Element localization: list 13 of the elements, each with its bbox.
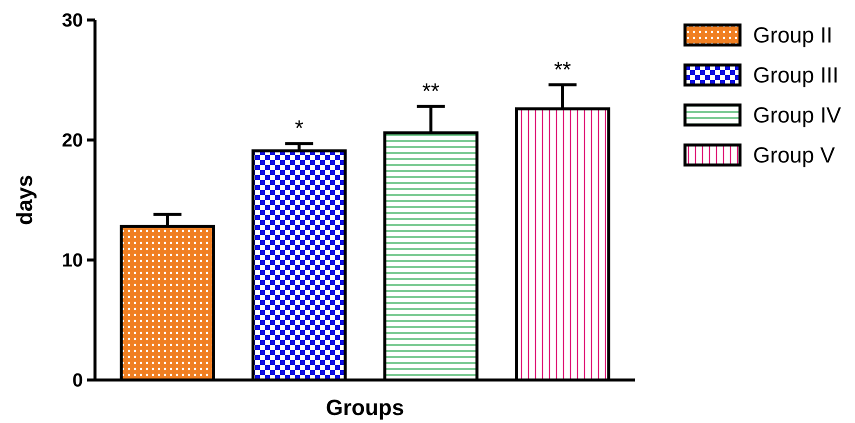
legend-label: Group IV [753,102,842,128]
x-axis-title: Groups [326,395,404,420]
y-axis-title: days [12,174,37,226]
y-tick-label: 30 [62,10,83,32]
legend-label: Group II [753,22,832,48]
annotation: ** [554,56,572,82]
annotation: * [294,116,304,141]
legend-label: Group V [753,142,836,168]
y-tick-label: 0 [72,370,83,392]
annotation: ** [422,78,440,104]
y-tick-label: 10 [62,250,83,272]
legend-label: Group III [753,62,839,88]
y-tick-label: 20 [62,130,83,152]
